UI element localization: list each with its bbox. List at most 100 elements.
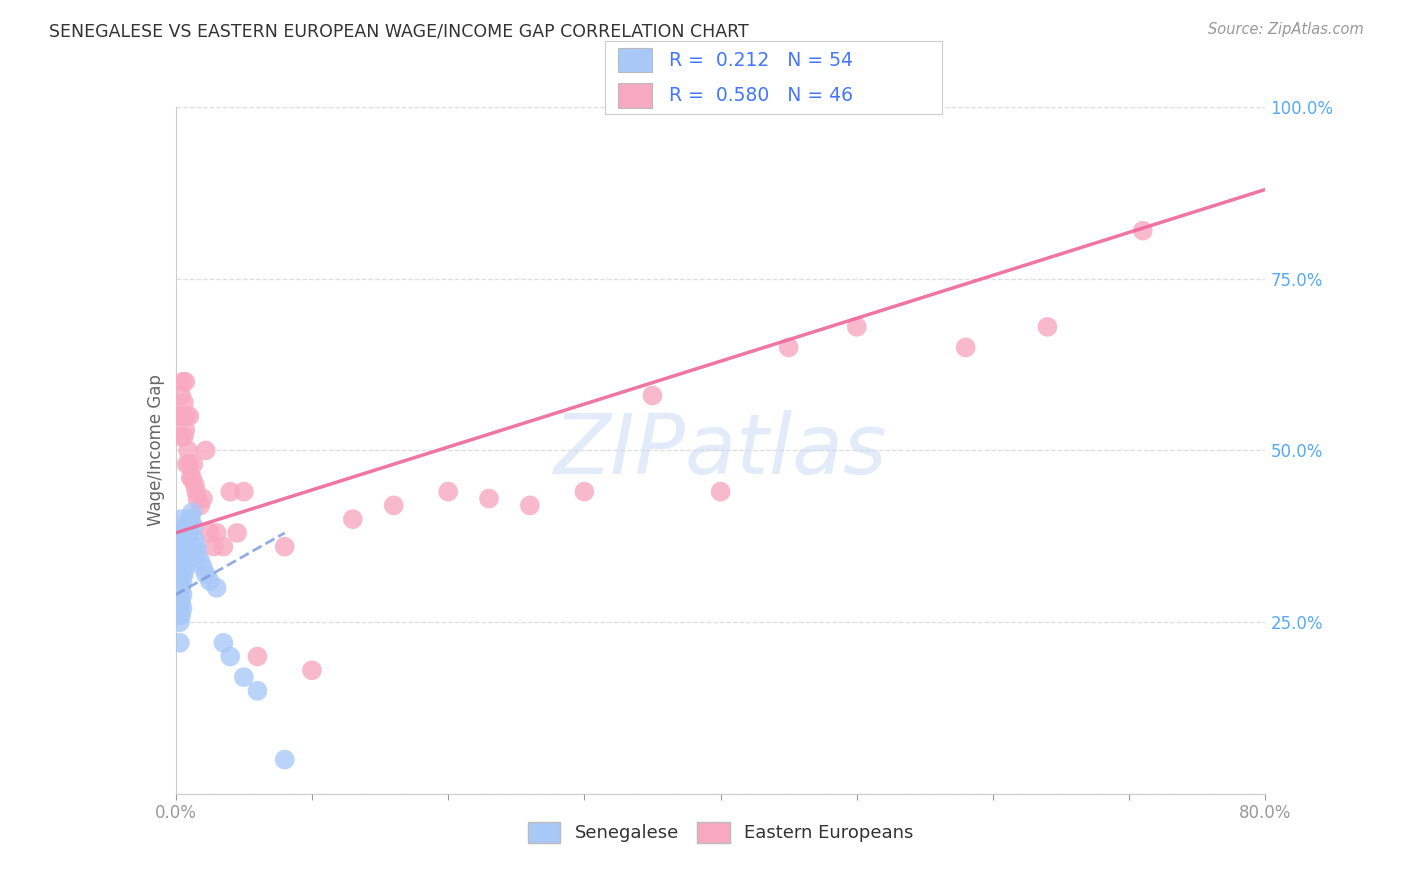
Point: [169, 615, 191, 630]
Point: [301, 663, 323, 677]
Point: [167, 608, 190, 623]
Bar: [619, 47, 652, 72]
Point: [172, 601, 194, 615]
Point: [177, 546, 200, 561]
Point: [246, 649, 269, 664]
Point: [167, 581, 190, 595]
Point: [177, 533, 200, 547]
Point: [519, 499, 541, 513]
Point: [181, 471, 204, 485]
Point: [246, 683, 269, 698]
Point: [174, 533, 197, 547]
Point: [173, 430, 195, 444]
Point: [219, 649, 242, 664]
Point: [202, 540, 225, 554]
Point: [183, 519, 205, 533]
Point: [173, 525, 195, 540]
Point: [174, 519, 197, 533]
Point: [191, 560, 214, 574]
Point: [169, 574, 191, 588]
Point: [212, 636, 235, 650]
Point: [188, 499, 211, 513]
Text: R =  0.212   N = 54: R = 0.212 N = 54: [669, 51, 852, 70]
Point: [170, 567, 193, 582]
Point: [170, 540, 193, 554]
Point: [955, 340, 977, 354]
Point: [177, 443, 200, 458]
Point: [173, 567, 195, 582]
Point: [184, 478, 207, 492]
Text: Source: ZipAtlas.com: Source: ZipAtlas.com: [1208, 22, 1364, 37]
Point: [170, 430, 193, 444]
Legend: Senegalese, Eastern Europeans: Senegalese, Eastern Europeans: [520, 814, 921, 850]
Point: [191, 491, 214, 506]
Point: [172, 560, 194, 574]
Point: [574, 484, 596, 499]
Point: [179, 457, 201, 471]
Point: [176, 540, 198, 554]
Point: [219, 484, 242, 499]
Point: [170, 553, 193, 567]
Point: [1132, 224, 1154, 238]
Point: [169, 588, 191, 602]
Point: [186, 491, 209, 506]
Point: [172, 588, 194, 602]
Bar: [619, 83, 652, 108]
Point: [170, 512, 193, 526]
Point: [183, 457, 205, 471]
Text: ZIPatlas: ZIPatlas: [554, 410, 887, 491]
Point: [174, 423, 197, 437]
Point: [212, 540, 235, 554]
Point: [173, 553, 195, 567]
Point: [179, 512, 201, 526]
Point: [845, 319, 868, 334]
Point: [174, 375, 197, 389]
Point: [176, 409, 198, 423]
Point: [186, 546, 209, 561]
Point: [170, 608, 193, 623]
Point: [176, 457, 198, 471]
Point: [170, 581, 193, 595]
Point: [205, 581, 228, 595]
Point: [170, 525, 193, 540]
Point: [169, 560, 191, 574]
Point: [179, 409, 201, 423]
Point: [180, 512, 202, 526]
Point: [274, 540, 297, 554]
Point: [184, 533, 207, 547]
Point: [188, 553, 211, 567]
Y-axis label: Wage/Income Gap: Wage/Income Gap: [146, 375, 165, 526]
Point: [176, 525, 198, 540]
Point: [232, 670, 254, 684]
Point: [186, 484, 208, 499]
Point: [1036, 319, 1059, 334]
Point: [179, 525, 201, 540]
Point: [274, 753, 297, 767]
Point: [232, 484, 254, 499]
Point: [172, 546, 194, 561]
Point: [172, 409, 194, 423]
Point: [198, 574, 221, 588]
Point: [174, 560, 197, 574]
Point: [172, 574, 194, 588]
Point: [342, 512, 364, 526]
Point: [173, 395, 195, 409]
Point: [778, 340, 800, 354]
Point: [641, 388, 664, 402]
Point: [710, 484, 733, 499]
Point: [173, 540, 195, 554]
Point: [181, 505, 204, 519]
Point: [382, 499, 405, 513]
Point: [174, 546, 197, 561]
Point: [194, 567, 217, 582]
Point: [169, 636, 191, 650]
Point: [226, 525, 249, 540]
Point: [167, 594, 190, 608]
Point: [170, 594, 193, 608]
Point: [205, 525, 228, 540]
Point: [437, 484, 460, 499]
Point: [169, 546, 191, 561]
Point: [169, 601, 191, 615]
Point: [198, 525, 221, 540]
Point: [180, 471, 202, 485]
